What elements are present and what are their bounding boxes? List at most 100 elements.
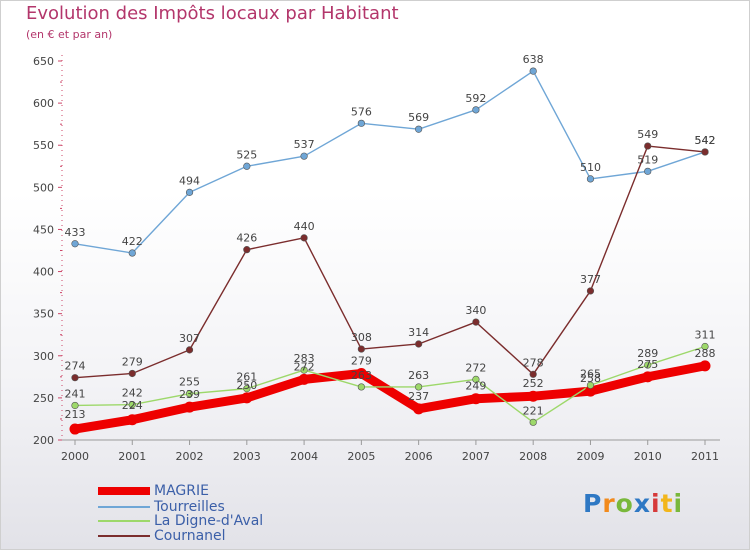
legend-label-magrie: MAGRIE	[154, 483, 209, 499]
data-point	[243, 246, 251, 254]
chart-subtitle: (en € et par an)	[26, 28, 113, 41]
x-tick-label: 2011	[691, 450, 719, 463]
data-point	[126, 414, 138, 426]
legend-label-la-digne-d-aval: La Digne-d'Aval	[154, 513, 264, 529]
data-point	[243, 385, 251, 393]
data-label: 239	[179, 388, 200, 401]
logo-letter: r	[602, 489, 616, 518]
data-label: 422	[122, 235, 143, 248]
data-point	[241, 392, 253, 404]
data-label: 519	[637, 153, 658, 166]
data-label: 537	[294, 138, 315, 151]
legend-swatch-magrie	[98, 487, 150, 495]
y-tick-label: 300	[33, 350, 54, 363]
data-label: 569	[408, 111, 429, 124]
y-tick-label: 250	[33, 392, 54, 405]
data-point	[357, 383, 365, 391]
data-point	[69, 423, 81, 435]
logo-letter: x	[633, 489, 651, 518]
data-point	[699, 360, 711, 372]
legend-label-cournanel: Cournanel	[154, 528, 226, 544]
data-label: 311	[695, 329, 716, 342]
data-point	[644, 361, 652, 369]
x-tick-label: 2006	[405, 450, 433, 463]
data-label: 221	[523, 404, 544, 417]
data-label: 288	[695, 347, 716, 360]
data-point	[527, 390, 539, 402]
data-label: 213	[65, 408, 86, 421]
data-point	[472, 318, 480, 326]
data-point	[357, 119, 365, 127]
logo-letter: i	[673, 489, 684, 518]
data-label: 510	[580, 161, 601, 174]
y-tick-label: 350	[33, 308, 54, 321]
data-point	[644, 142, 652, 150]
data-label: 261	[236, 371, 257, 384]
data-label: 252	[523, 377, 544, 390]
y-tick-label: 600	[33, 97, 54, 110]
data-point	[470, 393, 482, 405]
data-label: 377	[580, 273, 601, 286]
data-point	[529, 370, 537, 378]
data-label: 249	[465, 380, 486, 393]
y-tick-label: 550	[33, 139, 54, 152]
y-tick-label: 650	[33, 55, 54, 68]
data-label: 542	[695, 134, 716, 147]
x-tick-label: 2009	[576, 450, 604, 463]
data-label: 308	[351, 331, 372, 344]
data-label: 433	[65, 226, 86, 239]
data-point	[644, 167, 652, 175]
chart-title: Evolution des Impôts locaux par Habitant	[26, 3, 399, 24]
data-point	[586, 175, 595, 183]
logo-letter: i	[651, 489, 661, 518]
data-point	[586, 287, 595, 295]
data-point	[415, 383, 423, 391]
data-point	[584, 385, 596, 397]
data-label: 283	[294, 352, 315, 365]
x-tick-label: 2007	[462, 450, 490, 463]
data-label: 340	[465, 304, 486, 317]
data-point	[71, 374, 79, 382]
data-point	[415, 340, 423, 348]
x-tick-label: 2004	[290, 450, 318, 463]
data-point	[529, 67, 537, 75]
y-tick-label: 500	[33, 181, 54, 194]
data-point	[642, 371, 654, 383]
x-tick-label: 2002	[176, 450, 204, 463]
legend-swatch-la-digne-d-aval	[98, 520, 150, 522]
data-label: 237	[408, 390, 429, 403]
data-label: 592	[465, 92, 486, 105]
data-label: 272	[465, 361, 486, 374]
data-point	[185, 346, 194, 354]
data-label: 279	[122, 355, 143, 368]
series-line-tourreilles	[74, 70, 706, 254]
data-point	[128, 401, 136, 409]
data-point	[415, 125, 423, 133]
data-point	[355, 367, 367, 379]
data-label: 289	[637, 347, 658, 360]
proxiti-logo: Proxiti	[583, 489, 683, 518]
legend-swatch-cournanel	[98, 535, 150, 537]
data-point	[128, 249, 136, 257]
data-label: 525	[236, 148, 257, 161]
data-label: 263	[351, 369, 372, 382]
series-line-magrie	[70, 361, 710, 434]
data-label: 279	[351, 354, 372, 367]
data-label: 242	[122, 387, 143, 400]
series-line-cournanel	[74, 145, 706, 379]
data-point	[472, 106, 480, 114]
y-tick-label: 200	[33, 434, 54, 447]
data-point	[300, 366, 308, 374]
x-tick-label: 2010	[634, 450, 662, 463]
data-point	[413, 403, 425, 415]
data-label: 255	[179, 376, 200, 389]
data-label: 278	[523, 356, 544, 369]
legend-swatch-tourreilles	[98, 506, 150, 508]
data-label: 263	[408, 369, 429, 382]
data-point	[300, 152, 308, 160]
data-label: 274	[65, 360, 86, 373]
y-tick-label: 400	[33, 266, 54, 279]
data-label: 241	[65, 387, 86, 400]
